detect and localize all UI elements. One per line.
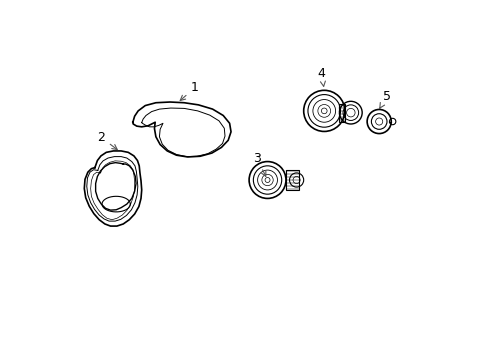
Text: 5: 5 [379, 90, 390, 108]
Text: 3: 3 [252, 152, 265, 176]
Text: 2: 2 [97, 131, 117, 149]
Text: 4: 4 [317, 67, 325, 86]
Text: 1: 1 [180, 81, 199, 100]
